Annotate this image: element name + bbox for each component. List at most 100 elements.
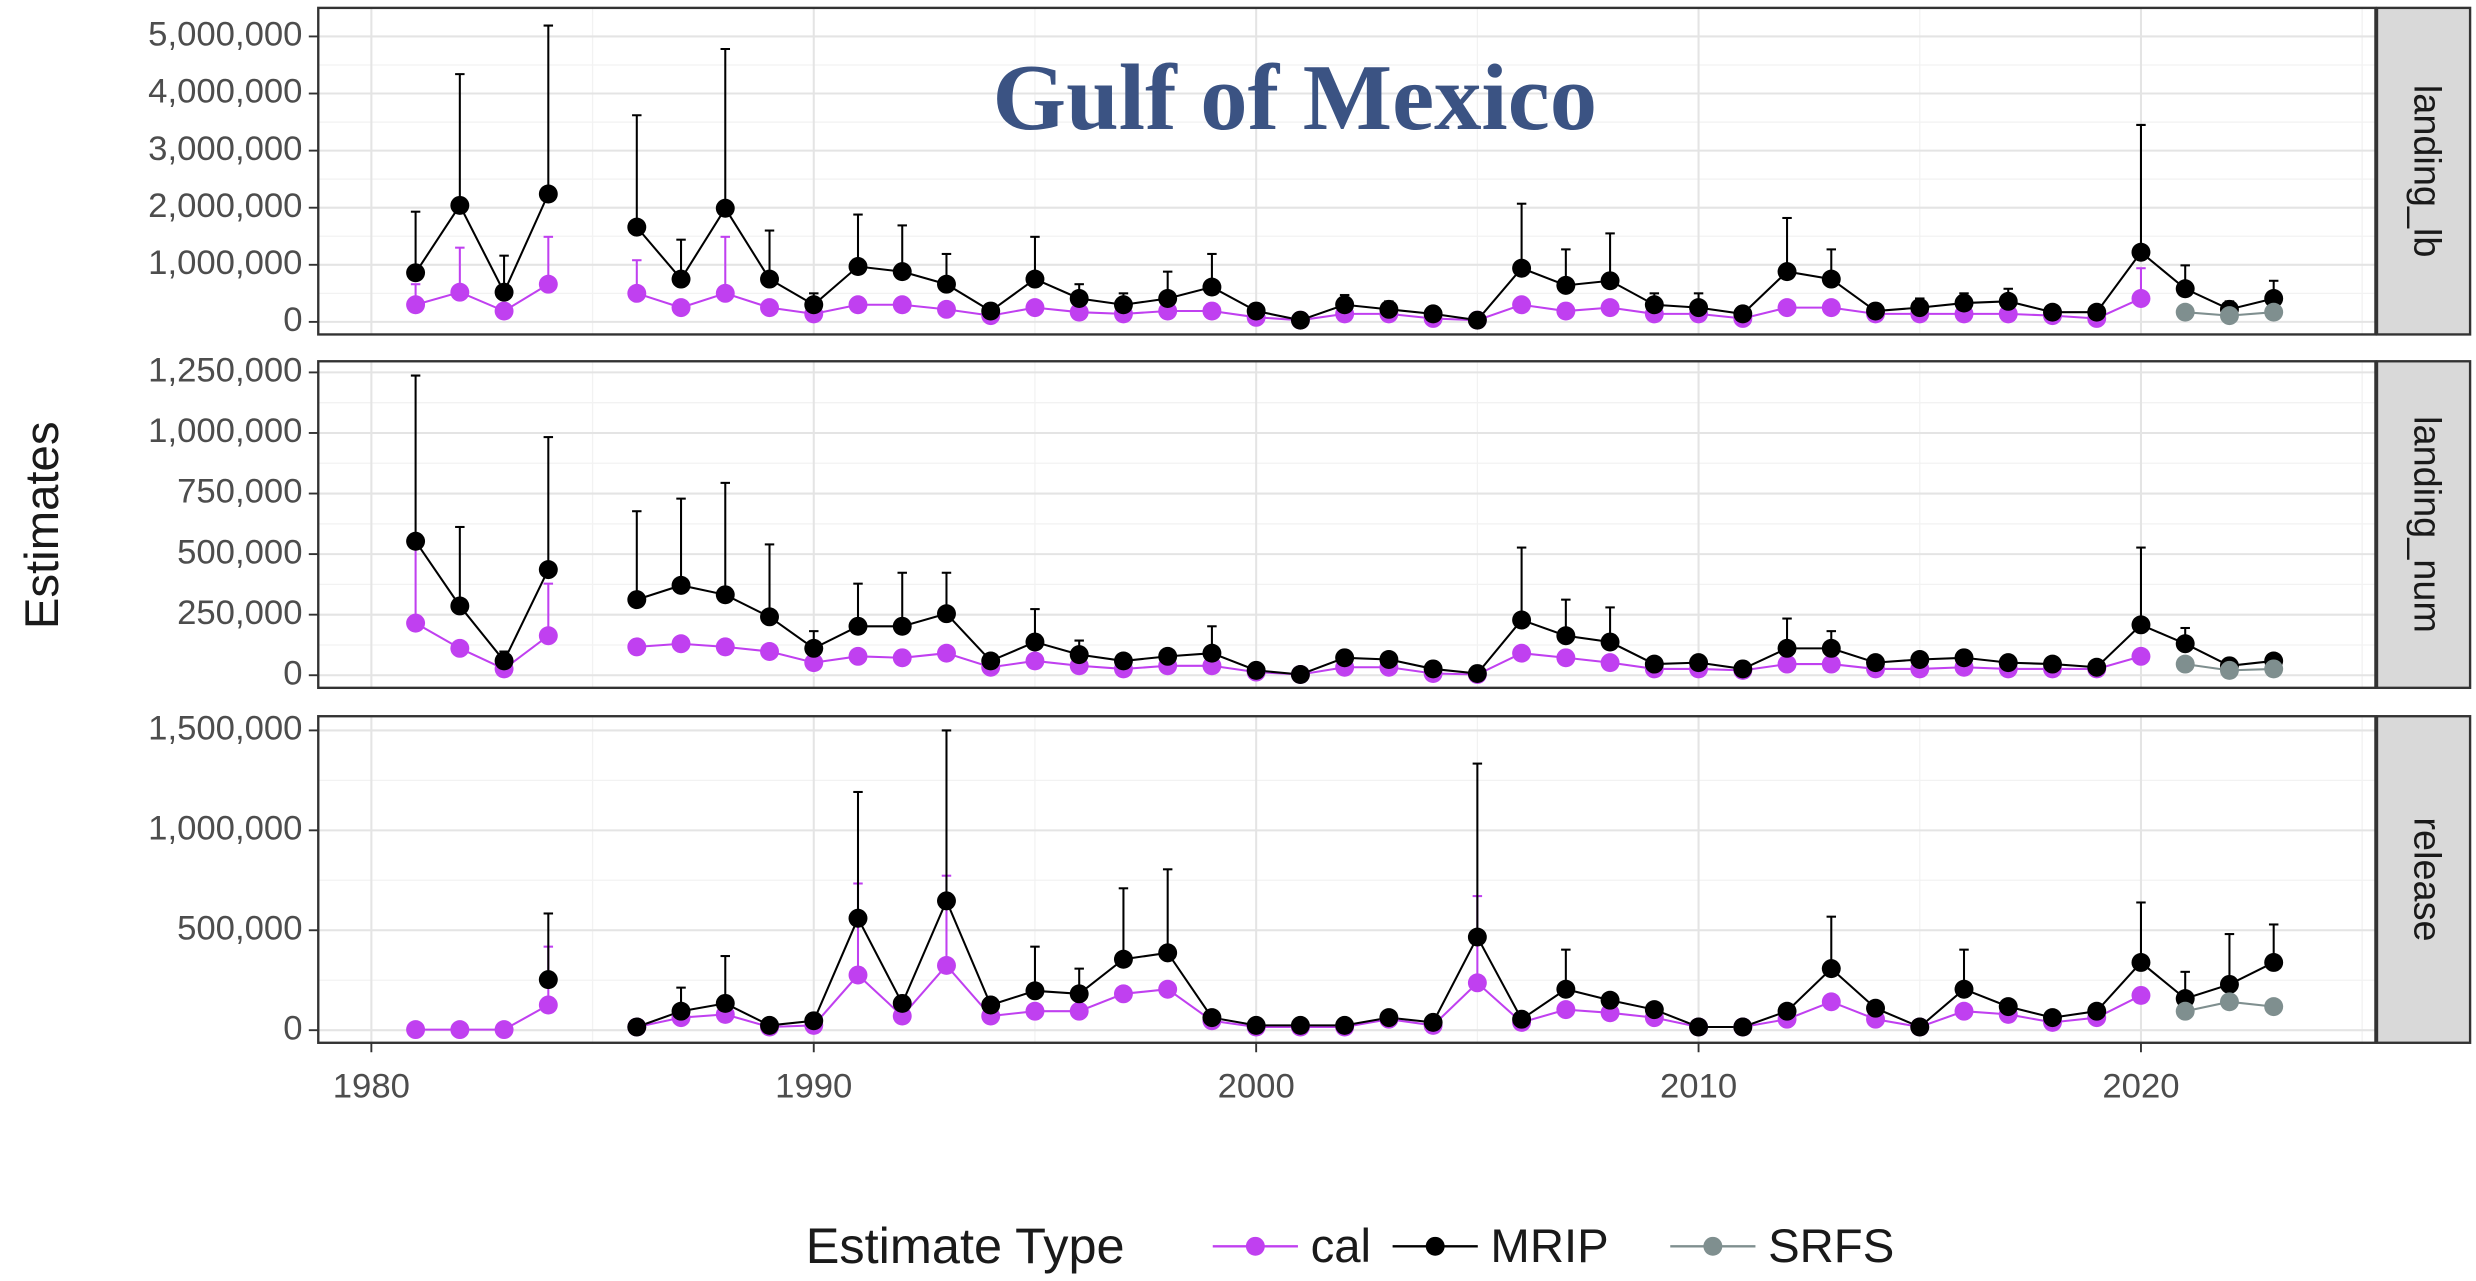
point: [2131, 615, 2151, 635]
point: [1600, 298, 1620, 318]
point: [2175, 1001, 2195, 1021]
point: [1600, 271, 1620, 291]
point: [406, 613, 426, 633]
y-tick-label: 1,000,000: [148, 412, 302, 450]
point: [2264, 659, 2284, 679]
point: [2131, 289, 2151, 308]
point: [1158, 646, 1178, 666]
point: [1910, 650, 1930, 669]
point: [1733, 304, 1753, 324]
strip-label: landing_num: [2405, 416, 2447, 633]
strip: [2375, 715, 2472, 1044]
point: [1689, 653, 1709, 673]
point: [937, 299, 956, 319]
point: [1556, 626, 1576, 646]
point: [1290, 310, 1310, 330]
point: [981, 301, 1001, 321]
point: [1777, 654, 1797, 674]
point: [450, 638, 470, 658]
point: [804, 653, 824, 673]
point: [1290, 665, 1310, 684]
y-tick-label: 500,000: [177, 533, 302, 571]
point: [1644, 654, 1664, 674]
point: [1998, 997, 2018, 1017]
point: [494, 282, 514, 302]
point: [848, 908, 868, 928]
point: [1954, 293, 1974, 313]
point: [1158, 289, 1178, 308]
point: [715, 993, 735, 1013]
y-tick-label: 4,000,000: [148, 73, 302, 111]
point: [1423, 659, 1443, 679]
point: [1512, 258, 1532, 278]
point: [627, 283, 647, 303]
point: [494, 1020, 514, 1040]
legend-label: cal: [1311, 1220, 1371, 1273]
point: [804, 295, 824, 315]
point: [1512, 610, 1532, 630]
point: [450, 596, 470, 616]
point: [538, 560, 558, 580]
point: [538, 626, 558, 646]
y-tick-label: 500,000: [177, 909, 302, 947]
point: [2087, 657, 2107, 677]
point: [937, 891, 956, 911]
data-layer: [406, 374, 2284, 684]
legend-label: MRIP: [1490, 1220, 1608, 1273]
point: [892, 616, 912, 636]
point: [1821, 638, 1841, 658]
point: [1202, 643, 1222, 663]
strip: [2375, 360, 2472, 690]
point: [538, 184, 558, 204]
y-tick-label: 0: [283, 301, 302, 339]
point: [1689, 298, 1709, 318]
strip-label: release: [2405, 817, 2447, 941]
point: [1954, 979, 1974, 999]
point: [1025, 651, 1045, 671]
point: [1467, 927, 1487, 947]
point: [2087, 1001, 2107, 1021]
y-tick-label: 1,000,000: [148, 244, 302, 282]
y-tick-label: 3,000,000: [148, 130, 302, 168]
point: [760, 607, 779, 627]
point: [1733, 1017, 1753, 1037]
point: [1069, 984, 1089, 1004]
point: [1379, 650, 1399, 669]
point: [1821, 654, 1841, 674]
point: [450, 282, 470, 302]
point: [937, 604, 956, 624]
point: [1202, 1008, 1222, 1028]
point: [627, 1017, 647, 1037]
point: [1202, 277, 1222, 297]
point: [848, 295, 868, 315]
point: [1556, 648, 1576, 668]
point: [671, 575, 691, 595]
point: [1069, 289, 1089, 308]
point: [760, 642, 779, 661]
point: [671, 269, 691, 289]
point: [1998, 653, 2018, 673]
point: [1866, 653, 1885, 673]
panel: 0 1,000,000 2,000,000 3,000,000 4,000,000 5,0…: [148, 6, 2472, 339]
point: [1335, 295, 1355, 315]
panel: 0 500,000 1,000,000 1,500,000 release: [148, 710, 2472, 1047]
point: [2219, 992, 2239, 1012]
point: [1512, 643, 1532, 663]
point: [2131, 242, 2151, 262]
panel-background: [318, 361, 2376, 688]
point: [2043, 1008, 2062, 1028]
panel: 0 250,000 500,000 750,000 1,000,000 1,250,000…: [148, 352, 2472, 692]
point: [2131, 952, 2151, 972]
point: [1467, 664, 1487, 684]
point: [981, 995, 1001, 1015]
point: [1113, 949, 1133, 969]
point: [1777, 1001, 1797, 1021]
point: [1025, 981, 1045, 1001]
strip: [2375, 6, 2472, 336]
point: [804, 638, 824, 658]
point: [1600, 653, 1620, 673]
point: [2219, 974, 2239, 994]
legend-label: SRFS: [1768, 1220, 1894, 1273]
point: [406, 263, 426, 283]
point: [1512, 295, 1532, 315]
